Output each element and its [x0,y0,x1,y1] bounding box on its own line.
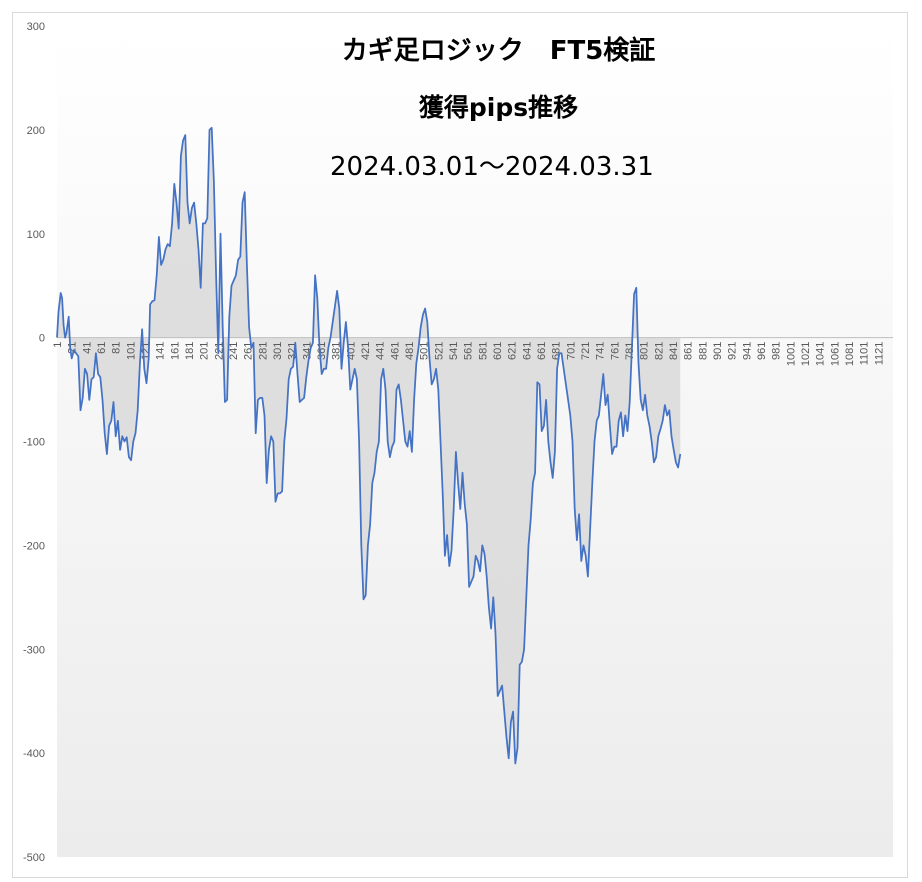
y-tick-label: 300 [27,21,45,33]
x-tick-label: 681 [551,342,563,360]
x-tick-label: 221 [213,342,225,360]
x-tick-label: 1 [52,342,64,348]
x-tick-label: 41 [81,342,93,354]
y-tick-label: -300 [23,644,45,656]
x-tick-label: 561 [463,342,475,360]
x-tick-label: 1021 [800,342,812,366]
y-tick-label: 0 [39,333,45,345]
y-tick-label: 100 [27,229,45,241]
x-tick-label: 1121 [873,342,885,366]
x-tick-label: 581 [477,342,489,360]
x-tick-label: 201 [199,342,211,360]
x-tick-label: 741 [595,342,607,360]
x-tick-label: 901 [712,342,724,360]
x-tick-label: 301 [272,342,284,360]
x-tick-label: 381 [331,342,343,360]
x-tick-label: 281 [257,342,269,360]
x-tick-label: 501 [419,342,431,360]
x-tick-label: 241 [228,342,240,360]
x-tick-label: 521 [433,342,445,360]
x-tick-label: 841 [668,342,680,360]
x-tick-label: 101 [125,342,137,360]
x-axis: 1 21 41 61 81 101 121 141 161 181 201 221 241 261 281 3… [52,342,885,366]
y-tick-label: -100 [23,437,45,449]
x-tick-label: 361 [316,342,328,360]
y-axis: 300 200 100 0 -100 -200 -300 -400 -500 [23,21,45,864]
x-tick-label: 1081 [844,342,856,366]
x-tick-label: 881 [697,342,709,360]
x-tick-label: 61 [96,342,108,354]
x-tick-label: 541 [448,342,460,360]
series-line [56,126,682,765]
x-tick-label: 701 [565,342,577,360]
x-tick-label: 821 [653,342,665,360]
x-tick-label: 341 [301,342,313,360]
line-layer [56,126,682,765]
x-tick-label: 481 [404,342,416,360]
x-tick-label: 1061 [829,342,841,366]
x-tick-label: 921 [727,342,739,360]
x-tick-label: 461 [389,342,401,360]
y-tick-label: -200 [23,540,45,552]
x-tick-label: 981 [771,342,783,360]
x-tick-label: 1001 [785,342,797,366]
chart-subtitle: 獲得pips推移 [418,93,579,122]
x-tick-label: 941 [741,342,753,360]
x-tick-label: 781 [624,342,636,360]
chart-title: カギ足ロジック FT5検証 [341,36,656,66]
y-tick-label: 200 [27,125,45,137]
x-tick-label: 421 [360,342,372,360]
x-tick-label: 641 [521,342,533,360]
x-tick-label: 441 [375,342,387,360]
x-tick-label: 141 [155,342,167,360]
x-tick-label: 81 [111,342,123,354]
x-tick-label: 961 [756,342,768,360]
x-tick-label: 801 [639,342,651,360]
area-layer [57,127,681,764]
series-area [57,127,681,764]
x-tick-label: 621 [507,342,519,360]
x-tick-label: 761 [609,342,621,360]
x-tick-label: 601 [492,342,504,360]
chart-period: 2024.03.01～2024.03.31 [330,152,654,182]
x-tick-label: 161 [169,342,181,360]
x-tick-label: 721 [580,342,592,360]
x-tick-label: 181 [184,342,196,360]
y-tick-label: -500 [23,852,45,864]
chart-border [12,12,908,878]
x-tick-label: 661 [536,342,548,360]
y-tick-label: -400 [23,748,45,760]
x-tick-label: 861 [683,342,695,360]
x-tick-label: 1101 [859,342,871,366]
x-tick-label: 1041 [815,342,827,366]
